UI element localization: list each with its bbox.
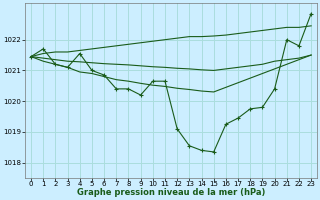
X-axis label: Graphe pression niveau de la mer (hPa): Graphe pression niveau de la mer (hPa) bbox=[77, 188, 265, 197]
